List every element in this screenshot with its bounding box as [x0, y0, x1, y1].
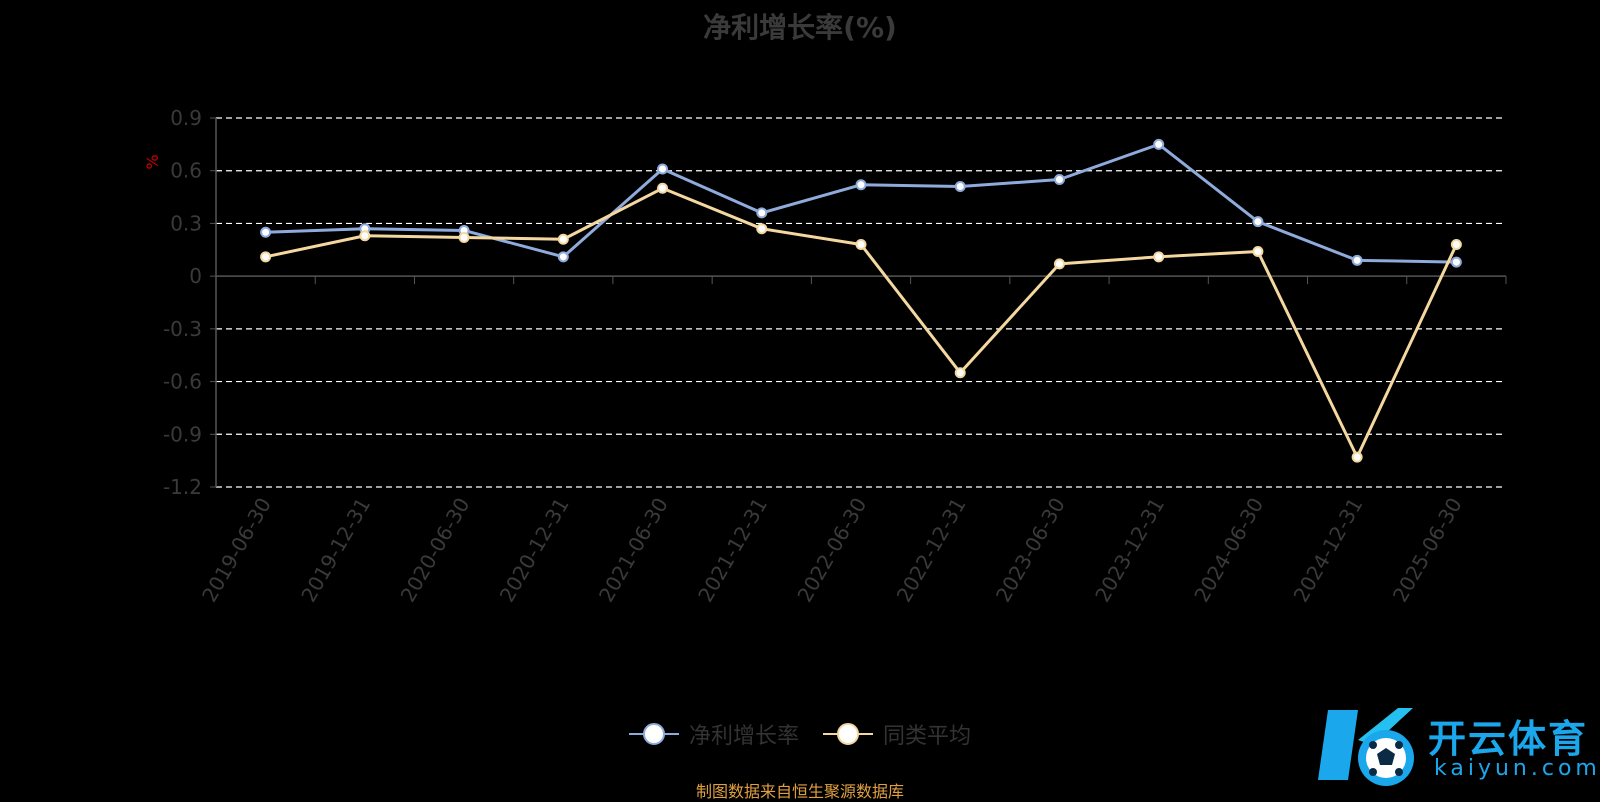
data-point [557, 251, 569, 263]
legend-item-net-profit-growth[interactable]: 净利增长率 [628, 718, 799, 750]
data-point [1153, 138, 1165, 150]
data-point [657, 182, 669, 194]
data-point [1053, 174, 1065, 185]
data-point [557, 233, 569, 245]
x-tick-label: 2023-06-30 [991, 494, 1070, 607]
grid-layer [216, 117, 1506, 488]
legend-marker-net-profit-growth [628, 723, 679, 745]
x-tick-label: 2020-06-30 [396, 493, 475, 606]
data-point [756, 207, 768, 219]
y-tick-label: -1.2 [163, 475, 202, 499]
data-point [855, 179, 867, 191]
data-point [1252, 246, 1264, 258]
x-tick-label: 2022-06-30 [792, 494, 871, 607]
data-point [1252, 216, 1264, 228]
data-point [1153, 251, 1165, 263]
legend-label: 净利增长率 [688, 724, 799, 749]
data-point [260, 226, 272, 238]
y-tick-label: 0 [189, 264, 202, 288]
data-point [954, 367, 966, 379]
data-point [359, 230, 371, 242]
watermark-logo: 开云体育 kaiyun.com [1318, 700, 1597, 795]
x-tick-label: 2021-12-31 [693, 494, 772, 607]
y-tick-label: -0.3 [163, 317, 202, 341]
data-point [855, 239, 867, 251]
data-point [1053, 258, 1065, 270]
watermark-text-en: kaiyun.com [1434, 756, 1600, 781]
y-tick-label: -0.9 [163, 422, 202, 446]
data-point [1351, 254, 1363, 266]
data-point [657, 163, 669, 175]
y-axis-label: % [143, 154, 162, 169]
chart-title: 净利增长率(%) [703, 11, 897, 44]
data-point [1351, 451, 1363, 463]
data-point [756, 223, 768, 235]
x-tick-label: 2019-12-31 [296, 494, 375, 607]
y-tick-label: 0.3 [170, 211, 202, 235]
source-note: 制图数据来自恒生聚源数据库 [695, 782, 904, 801]
x-tick-label: 2020-12-31 [495, 494, 574, 607]
x-tick-label: 2024-12-31 [1289, 494, 1368, 607]
soccer-ball-icon [1318, 708, 1414, 786]
legend-marker-peer-average [823, 723, 873, 745]
legend-item-peer-average[interactable]: 同类平均 [823, 718, 971, 750]
x-tick-label: 2025-06-30 [1388, 494, 1467, 607]
y-tick-label: -0.6 [163, 370, 202, 394]
data-point [260, 251, 272, 263]
x-tick-label: 2023-12-31 [1090, 494, 1169, 607]
watermark-text-cn: 开云体育 [1428, 717, 1589, 761]
x-tick-label: 2019-06-30 [197, 494, 276, 607]
legend: 净利增长率 同类平均 [0, 718, 1600, 750]
x-tick-label: 2022-12-31 [892, 493, 971, 606]
data-point [1450, 239, 1462, 251]
x-tick-label: 2024-06-30 [1189, 494, 1268, 607]
legend-label: 同类平均 [883, 724, 972, 749]
data-point [458, 231, 470, 243]
data-point [954, 181, 966, 193]
y-tick-label: 0.6 [170, 159, 202, 183]
series-layer [260, 138, 1462, 463]
data-point [1450, 256, 1462, 268]
x-tick-label: 2021-06-30 [594, 494, 673, 607]
y-tick-label: 0.9 [170, 106, 202, 130]
